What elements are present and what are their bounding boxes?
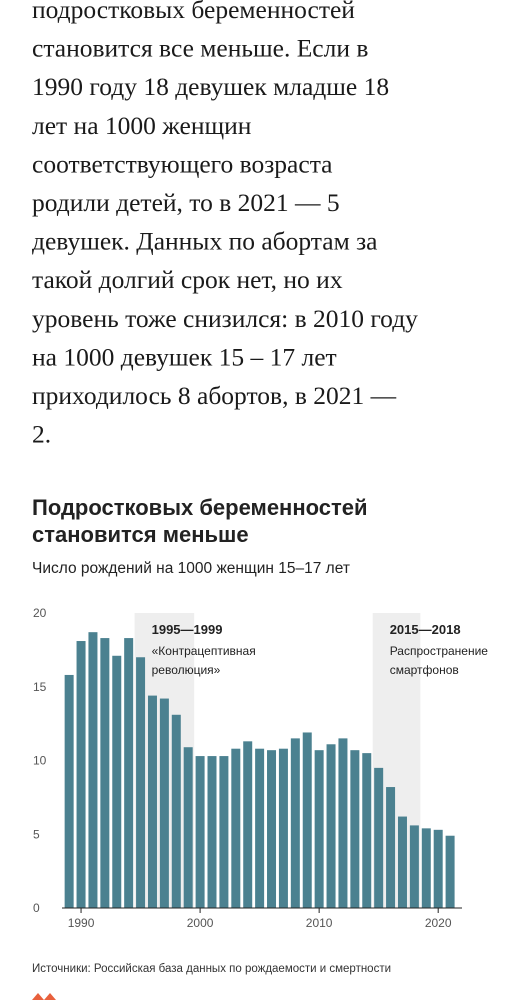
y-tick-label: 15	[33, 680, 47, 694]
bar	[207, 756, 217, 908]
logo	[32, 993, 56, 1000]
bar	[64, 674, 74, 908]
bar	[338, 738, 348, 908]
x-tick-label: 2010	[306, 916, 333, 930]
bar	[195, 756, 205, 908]
bar	[409, 825, 419, 908]
highlight-note: «Контрацептивная	[152, 644, 256, 658]
bar	[302, 732, 312, 908]
bar	[219, 756, 229, 908]
x-tick-label: 2000	[187, 916, 214, 930]
article: подростковых беременностей становится все…	[32, 0, 418, 449]
highlight-label: 2015—2018	[390, 622, 461, 637]
highlight-note: революция»	[152, 663, 221, 677]
paragraph-line: такой долгий срок нет, но их	[32, 265, 343, 294]
highlight-label: 1995—1999	[152, 622, 223, 637]
bar	[112, 655, 122, 908]
y-tick-label: 10	[33, 754, 47, 768]
y-tick-label: 0	[33, 901, 40, 915]
y-tick-label: 5	[33, 827, 40, 841]
x-tick-label: 1990	[68, 916, 95, 930]
bar	[255, 748, 265, 908]
paragraph-line: девушек. Данных по абортам за	[32, 227, 377, 256]
bar	[314, 750, 324, 908]
bar	[100, 638, 110, 908]
bar	[374, 767, 384, 908]
bar	[421, 828, 431, 908]
bar	[433, 829, 443, 908]
paragraph-line: подростковых беременностей	[32, 0, 355, 24]
bar	[88, 632, 98, 908]
bar	[183, 747, 193, 908]
paragraph-line: уровень тоже снизился: в 2010 году	[32, 304, 418, 333]
paragraph-line: на 1000 девушек 15 – 17 лет	[32, 342, 337, 371]
bar	[290, 738, 300, 908]
highlight-note: смартфонов	[390, 663, 459, 677]
bar	[350, 750, 360, 908]
bar	[278, 748, 288, 908]
bar	[124, 638, 134, 908]
paragraph-line: 2.	[32, 420, 51, 449]
paragraph-line: 1990 году 18 девушек младше 18	[32, 72, 389, 101]
paragraph-line: становится все меньше. Если в	[32, 34, 368, 63]
bar	[171, 714, 181, 908]
highlight-note: Распространение	[390, 644, 489, 658]
paragraph-line: родили детей, то в 2021 — 5	[32, 188, 340, 217]
paragraph-line: соответствующего возраста	[32, 149, 332, 178]
chart-title: становится меньше	[32, 522, 249, 547]
x-tick-label: 2020	[425, 916, 452, 930]
bar	[326, 744, 336, 908]
paragraph-line: лет на 1000 женщин	[32, 111, 252, 140]
y-tick-label: 20	[33, 606, 47, 620]
chart-subtitle: Число рождений на 1000 женщин 15–17 лет	[32, 560, 350, 577]
source: Источники: Российская база данных по рож…	[32, 963, 391, 975]
bar	[362, 753, 372, 908]
bar	[76, 641, 86, 908]
bar	[231, 748, 241, 908]
chart-title: Подростковых беременностей	[32, 495, 368, 520]
paragraph-line: приходилось 8 абортов, в 2021 —	[32, 381, 397, 410]
bar	[445, 835, 455, 908]
bar	[397, 816, 407, 908]
bar	[147, 695, 157, 908]
bar	[243, 741, 253, 908]
bar	[386, 787, 396, 908]
bar	[267, 750, 277, 908]
bar	[159, 698, 169, 908]
bar	[136, 657, 146, 908]
